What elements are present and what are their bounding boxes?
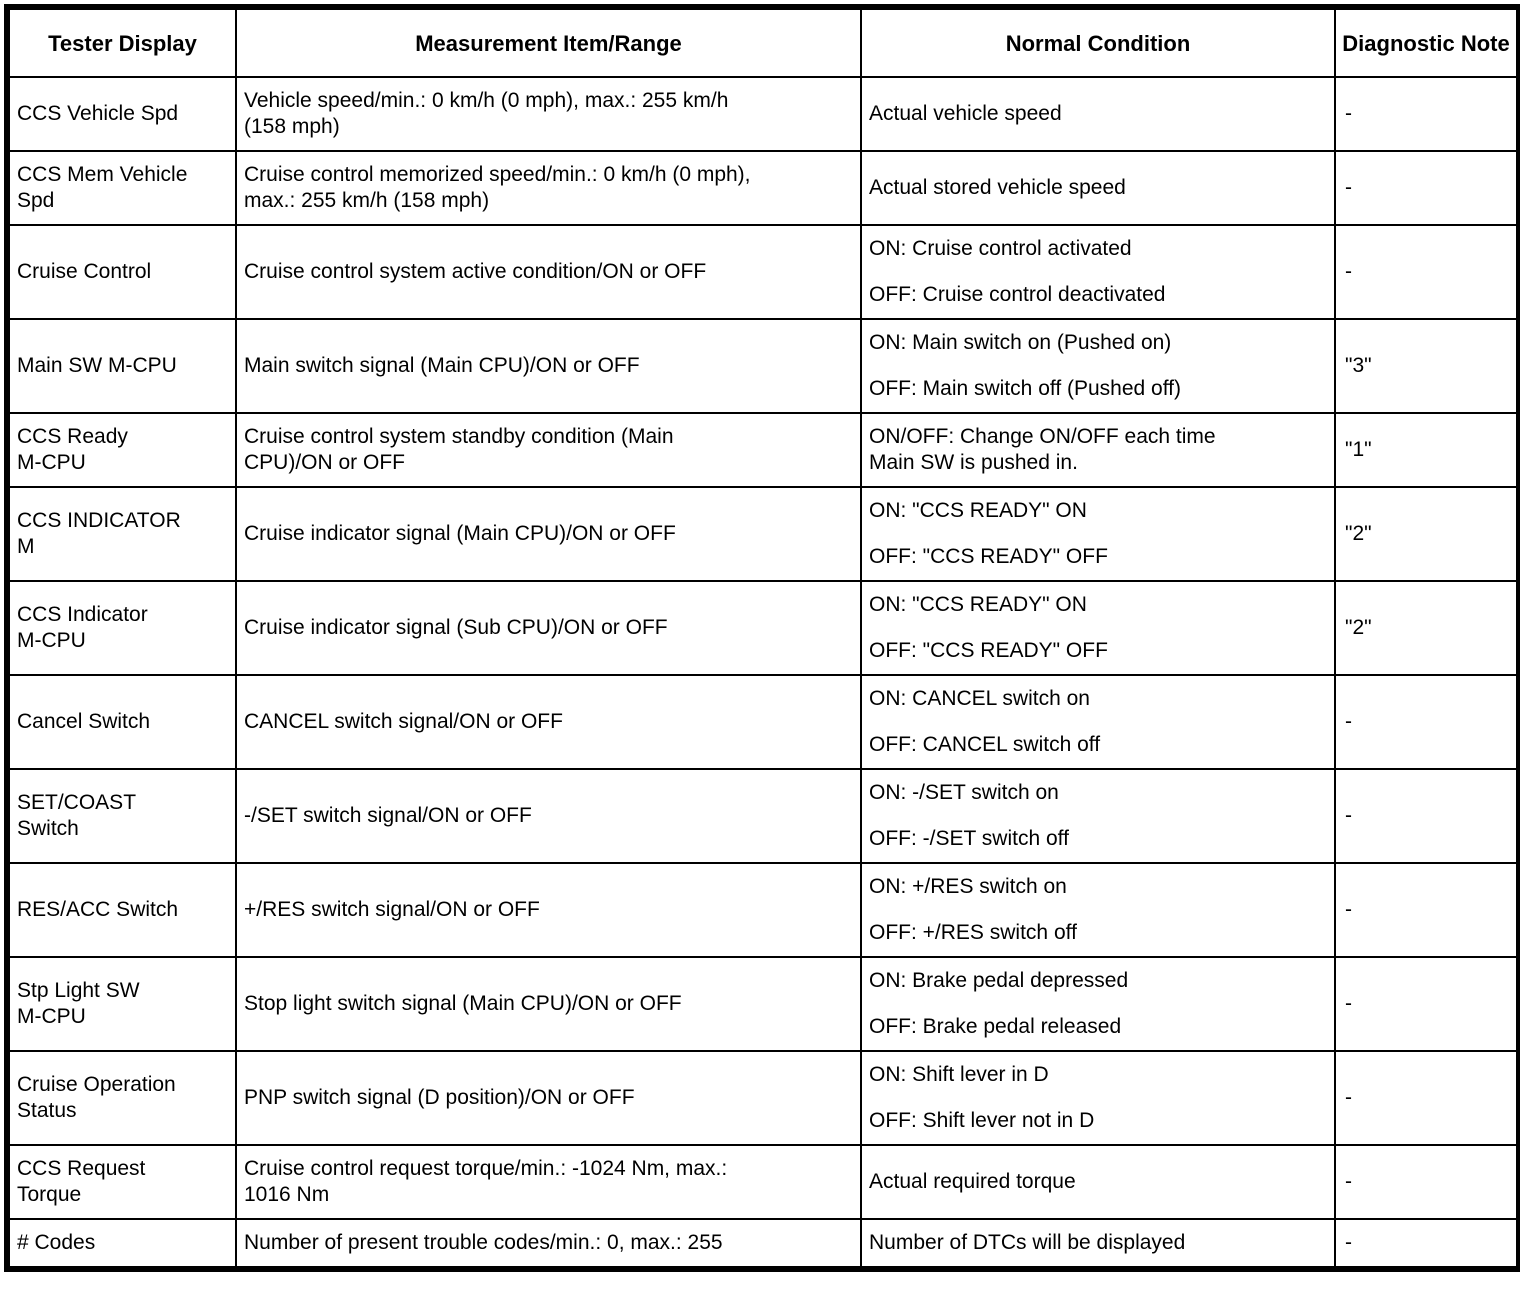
cell-tester-display: # Codes: [6, 1218, 237, 1270]
cell-diagnostic-note: "1": [1334, 412, 1520, 488]
cell-measurement-item-range: Vehicle speed/min.: 0 km/h (0 mph), max.…: [235, 76, 862, 152]
cell-normal-condition: ON: "CCS READY" ON OFF: "CCS READY" OFF: [860, 580, 1336, 676]
cell-diagnostic-note: -: [1334, 956, 1520, 1052]
cell-tester-display: Cancel Switch: [6, 674, 237, 770]
cell-normal-condition: ON: Cruise control activated OFF: Cruise …: [860, 224, 1336, 320]
table-row: Cruise Control Cruise control system acti…: [6, 224, 1520, 320]
cell-tester-display: CCS Request Torque: [6, 1144, 237, 1220]
cell-diagnostic-note: "2": [1334, 580, 1520, 676]
cell-measurement-item-range: +/RES switch signal/ON or OFF: [235, 862, 862, 958]
cell-diagnostic-note: -: [1334, 862, 1520, 958]
cell-normal-condition: ON: Brake pedal depressed OFF: Brake peda…: [860, 956, 1336, 1052]
cell-tester-display: SET/COAST Switch: [6, 768, 237, 864]
cell-normal-condition: ON: Shift lever in D OFF: Shift lever not…: [860, 1050, 1336, 1146]
column-header-normal-condition: Normal Condition: [860, 6, 1336, 78]
cell-diagnostic-note: -: [1334, 76, 1520, 152]
cell-normal-condition: ON: Main switch on (Pushed on) OFF: Main …: [860, 318, 1336, 414]
cell-tester-display: Main SW M-CPU: [6, 318, 237, 414]
table-row: Cancel Switch CANCEL switch signal/ON or …: [6, 674, 1520, 770]
table-row: CCS Indicator M-CPU Cruise indicator signa…: [6, 580, 1520, 676]
cell-normal-condition: ON: +/RES switch on OFF: +/RES switch off: [860, 862, 1336, 958]
cell-measurement-item-range: Cruise control system active condition/O…: [235, 224, 862, 320]
cell-tester-display: Cruise Operation Status: [6, 1050, 237, 1146]
cell-measurement-item-range: Cruise control request torque/min.: -102…: [235, 1144, 862, 1220]
cell-normal-condition: Number of DTCs will be displayed: [860, 1218, 1336, 1270]
cell-tester-display: CCS Mem Vehicle Spd: [6, 150, 237, 226]
table-row: RES/ACC Switch +/RES switch signal/ON or …: [6, 862, 1520, 958]
cell-tester-display: CCS Vehicle Spd: [6, 76, 237, 152]
cell-tester-display: Stp Light SW M-CPU: [6, 956, 237, 1052]
table-row: Main SW M-CPU Main switch signal (Main CP…: [6, 318, 1520, 414]
cell-diagnostic-note: "3": [1334, 318, 1520, 414]
data-list-table: Tester Display Measurement Item/Range No…: [4, 4, 1520, 1272]
cell-diagnostic-note: "2": [1334, 486, 1520, 582]
cell-measurement-item-range: PNP switch signal (D position)/ON or OFF: [235, 1050, 862, 1146]
cell-normal-condition: ON: -/SET switch on OFF: -/SET switch off: [860, 768, 1336, 864]
header-row: Tester Display Measurement Item/Range No…: [6, 6, 1520, 78]
cell-tester-display: RES/ACC Switch: [6, 862, 237, 958]
cell-normal-condition: ON: CANCEL switch on OFF: CANCEL switch o…: [860, 674, 1336, 770]
column-header-tester-display: Tester Display: [6, 6, 237, 78]
cell-diagnostic-note: -: [1334, 674, 1520, 770]
table-row: SET/COAST Switch -/SET switch signal/ON or…: [6, 768, 1520, 864]
cell-measurement-item-range: Cruise control system standby condition …: [235, 412, 862, 488]
table-row: CCS Request Torque Cruise control request …: [6, 1144, 1520, 1220]
cell-normal-condition: Actual required torque: [860, 1144, 1336, 1220]
cell-measurement-item-range: -/SET switch signal/ON or OFF: [235, 768, 862, 864]
cell-measurement-item-range: Cruise control memorized speed/min.: 0 k…: [235, 150, 862, 226]
cell-tester-display: CCS INDICATOR M: [6, 486, 237, 582]
cell-measurement-item-range: Cruise indicator signal (Sub CPU)/ON or …: [235, 580, 862, 676]
cell-diagnostic-note: -: [1334, 768, 1520, 864]
cell-diagnostic-note: -: [1334, 1144, 1520, 1220]
cell-measurement-item-range: Main switch signal (Main CPU)/ON or OFF: [235, 318, 862, 414]
cell-tester-display: Cruise Control: [6, 224, 237, 320]
cell-tester-display: CCS Ready M-CPU: [6, 412, 237, 488]
cell-measurement-item-range: Cruise indicator signal (Main CPU)/ON or…: [235, 486, 862, 582]
table-row: Cruise Operation Status PNP switch signal …: [6, 1050, 1520, 1146]
table-row: CCS INDICATOR M Cruise indicator signal (M…: [6, 486, 1520, 582]
table-row: CCS Mem Vehicle Spd Cruise control memoriz…: [6, 150, 1520, 226]
cell-normal-condition: Actual vehicle speed: [860, 76, 1336, 152]
cell-diagnostic-note: -: [1334, 224, 1520, 320]
table-row: CCS Ready M-CPU Cruise control system stan…: [6, 412, 1520, 488]
cell-measurement-item-range: Stop light switch signal (Main CPU)/ON o…: [235, 956, 862, 1052]
table-body: CCS Vehicle Spd Vehicle speed/min.: 0 km/…: [6, 76, 1520, 1270]
cell-normal-condition: Actual stored vehicle speed: [860, 150, 1336, 226]
cell-measurement-item-range: CANCEL switch signal/ON or OFF: [235, 674, 862, 770]
cell-normal-condition: ON/OFF: Change ON/OFF each time Main SW i…: [860, 412, 1336, 488]
table-row: CCS Vehicle Spd Vehicle speed/min.: 0 km/…: [6, 76, 1520, 152]
cell-tester-display: CCS Indicator M-CPU: [6, 580, 237, 676]
cell-diagnostic-note: -: [1334, 1218, 1520, 1270]
column-header-measurement-item-range: Measurement Item/Range: [235, 6, 862, 78]
column-header-diagnostic-note: Diagnostic Note: [1334, 6, 1520, 78]
cell-measurement-item-range: Number of present trouble codes/min.: 0,…: [235, 1218, 862, 1270]
cell-normal-condition: ON: "CCS READY" ON OFF: "CCS READY" OFF: [860, 486, 1336, 582]
table-row: Stp Light SW M-CPU Stop light switch signa…: [6, 956, 1520, 1052]
table-row: # Codes Number of present trouble codes/m…: [6, 1218, 1520, 1270]
cell-diagnostic-note: -: [1334, 1050, 1520, 1146]
cell-diagnostic-note: -: [1334, 150, 1520, 226]
